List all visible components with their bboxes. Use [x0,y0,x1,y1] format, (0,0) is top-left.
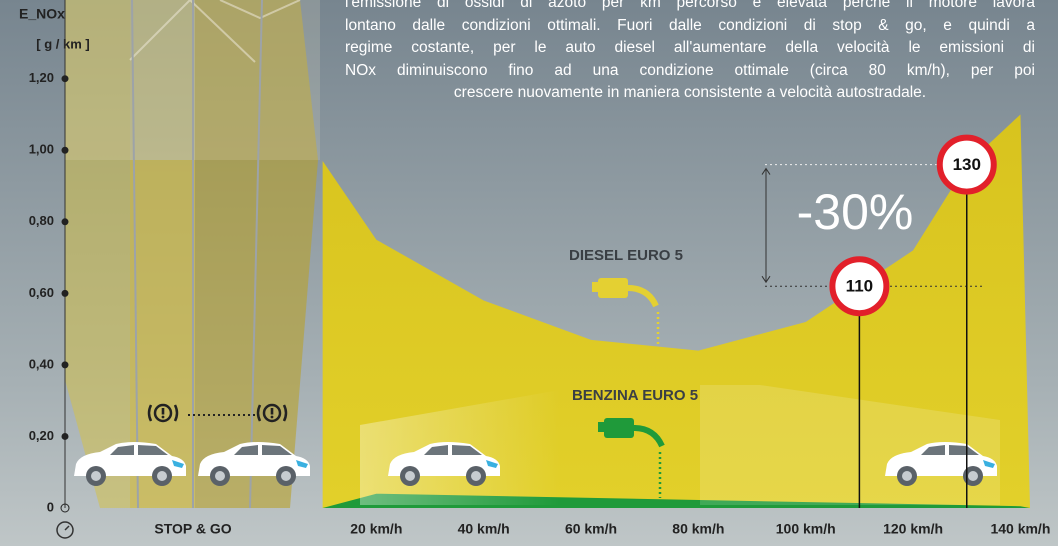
y-axis-label: E_NOx [19,6,65,22]
y-tick-label: 1,20 [29,70,54,85]
speed-sign-label: 110 [846,277,873,296]
x-tick-label: 20 km/h [350,521,402,537]
legend-benzina: BENZINA EURO 5 [572,387,698,404]
x-tick-label: 60 km/h [565,521,617,537]
speed-sign-label: 130 [953,155,981,174]
y-tick-label: 0,20 [29,428,54,443]
y-tick [62,219,68,225]
y-tick [62,433,68,439]
x-tick-label: 40 km/h [458,521,510,537]
x-tick-label: 100 km/h [776,521,836,537]
legend-diesel: DIESEL EURO 5 [569,247,683,264]
stop-and-go-label: STOP & GO [154,521,231,537]
x-tick-label: 140 km/h [990,521,1050,537]
stop-and-go-zone [65,0,320,508]
diesel-nozzle-icon [592,278,658,345]
y-tick-label: 1,00 [29,142,54,157]
x-tick-label: 80 km/h [672,521,724,537]
speed-icon [57,522,73,538]
y-tick-label: 0 [47,499,54,514]
y-tick-label: 0,80 [29,213,54,228]
description-line: regime costante, per le auto diesel all'… [345,37,1035,60]
y-tick-label: 0,60 [29,285,54,300]
description: l'emissione di ossidi di azoto per km pe… [345,0,1035,105]
y-axis-unit: [ g / km ] [36,36,89,51]
y-tick [62,362,68,368]
infographic: E_NOx [ g / km ] STOP & GO -30% DIESEL E… [0,0,1058,546]
y-tick-label: 0,40 [29,356,54,371]
description-line: crescere nuovamente in maniera consisten… [345,82,1035,105]
reduction-label: -30% [797,184,914,240]
y-tick [62,76,68,82]
description-line: lontano dalle condizioni ottimali. Fuori… [345,15,1035,38]
y-tick [62,147,68,153]
description-line: NOx diminuiscono fino ad una condizione … [345,60,1035,83]
description-line: l'emissione di ossidi di azoto per km pe… [345,0,1035,15]
x-tick-label: 120 km/h [883,521,943,537]
y-tick [62,290,68,296]
